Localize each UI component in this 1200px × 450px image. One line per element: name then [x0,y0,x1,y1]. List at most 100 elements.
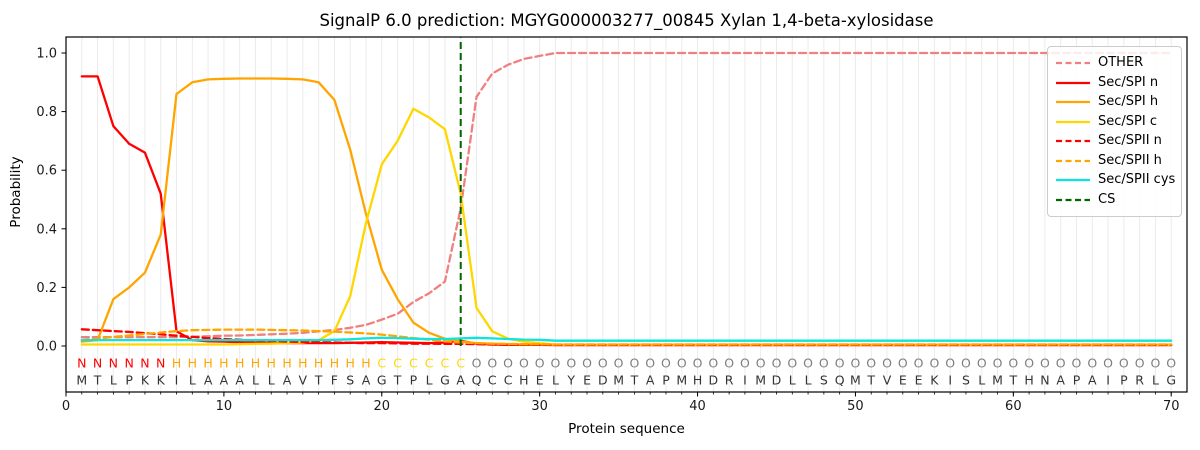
chart-title: SignalP 6.0 prediction: MGYG000003277_00… [319,11,934,30]
residue-letter: D [709,373,719,388]
legend-item-sec-spi-h: Sec/SPI h [1056,95,1177,109]
legend-line-swatch [1056,101,1090,104]
residue-letter: A [283,373,292,388]
region-letter: O [487,356,497,371]
residue-letter: L [189,373,196,388]
residue-letter: L [426,373,433,388]
legend-label: Sec/SPII n [1098,133,1162,149]
residue-letter: T [393,373,402,388]
residue-letter: H [1024,373,1033,388]
region-letter: O [614,356,624,371]
residue-letter: M [676,373,687,388]
residue-letter: L [1152,373,1159,388]
legend-label: CS [1098,191,1116,207]
region-letter: O [1072,356,1082,371]
region-letter: H [282,356,291,371]
residue-letter: G [1166,373,1176,388]
residue-letter: H [519,373,528,388]
y-tick-label: 0.0 [36,339,57,354]
region-letter: O [472,356,482,371]
residue-letter: C [488,373,497,388]
x-tick-label: 70 [1163,399,1180,414]
residue-letter: C [504,373,513,388]
legend-item-sec-spi-n: Sec/SPI n [1056,75,1177,90]
legend-item-sec-spi-c: Sec/SPI c [1056,114,1177,129]
residue-letter: A [204,373,213,388]
residue-letter: G [440,373,450,388]
residue-letter: T [314,373,323,388]
residue-letter: P [1120,373,1128,388]
region-letter: O [1056,356,1066,371]
region-letter: O [945,356,955,371]
region-letter: O [835,356,845,371]
region-letter: H [361,356,370,371]
region-letter: O [756,356,766,371]
residue-letter: I [948,373,952,388]
residue-letter: E [536,373,544,388]
legend-item-sec-spii-cys: Sec/SPII cys [1056,173,1177,187]
residue-letter: R [725,373,734,388]
axes-frame [65,36,1188,393]
region-letter: O [503,356,513,371]
region-letter: N [140,356,149,371]
series-line-sec-spi-n [80,75,1173,347]
legend-item-other: OTHER [1056,56,1177,70]
region-letter: O [645,356,655,371]
region-letter: O [661,356,671,371]
region-letter: H [219,356,228,371]
region-letter: N [109,356,118,371]
region-letter: O [929,356,939,371]
residue-letter: L [789,373,796,388]
x-tick-label: 60 [1005,399,1022,414]
region-letter: H [314,356,323,371]
region-letter: O [819,356,829,371]
legend-line-swatch [1056,120,1090,123]
residue-letter: Y [566,373,575,388]
region-letter: O [551,356,561,371]
region-letter: H [251,356,260,371]
residue-letter: A [362,373,371,388]
legend-line-swatch [1056,179,1090,182]
region-letter: O [898,356,908,371]
region-letter: O [772,356,782,371]
region-letter: O [1008,356,1018,371]
legend-line-swatch [1056,140,1090,143]
legend-item-sec-spii-n: Sec/SPII n [1056,134,1177,148]
residue-letter: E [915,373,923,388]
region-letter: C [425,356,434,371]
residue-letter: T [93,373,102,388]
region-letter: O [803,356,813,371]
legend-label: Sec/SPII cys [1098,172,1176,188]
residue-letter: Q [472,373,482,388]
region-letter: H [345,356,354,371]
region-letter: O [882,356,892,371]
y-tick-label: 0.4 [36,222,57,237]
region-letter: O [519,356,529,371]
residue-letter: A [646,373,655,388]
region-letter: C [409,356,418,371]
residue-letter: M [992,373,1003,388]
region-letter: O [961,356,971,371]
region-letter: H [172,356,181,371]
region-letter: N [124,356,133,371]
residue-letter: L [110,373,117,388]
region-letter: O [866,356,876,371]
region-letter: N [93,356,102,371]
region-letter: O [1119,356,1129,371]
legend-item-sec-spii-h: Sec/SPII h [1056,153,1177,168]
region-letter: C [393,356,402,371]
residue-letter: L [552,373,559,388]
residue-letter: M [76,373,87,388]
residue-letter: A [1056,373,1065,388]
region-letter: O [1024,356,1034,371]
region-letter: O [740,356,750,371]
region-letter: O [629,356,639,371]
residue-letter: M [850,373,861,388]
residue-letter: K [141,373,150,388]
legend-line-swatch [1056,61,1090,65]
legend-line-swatch [1056,159,1090,162]
residue-letter: G [377,373,387,388]
region-letter: O [1087,356,1097,371]
residue-letter: R [1135,373,1144,388]
